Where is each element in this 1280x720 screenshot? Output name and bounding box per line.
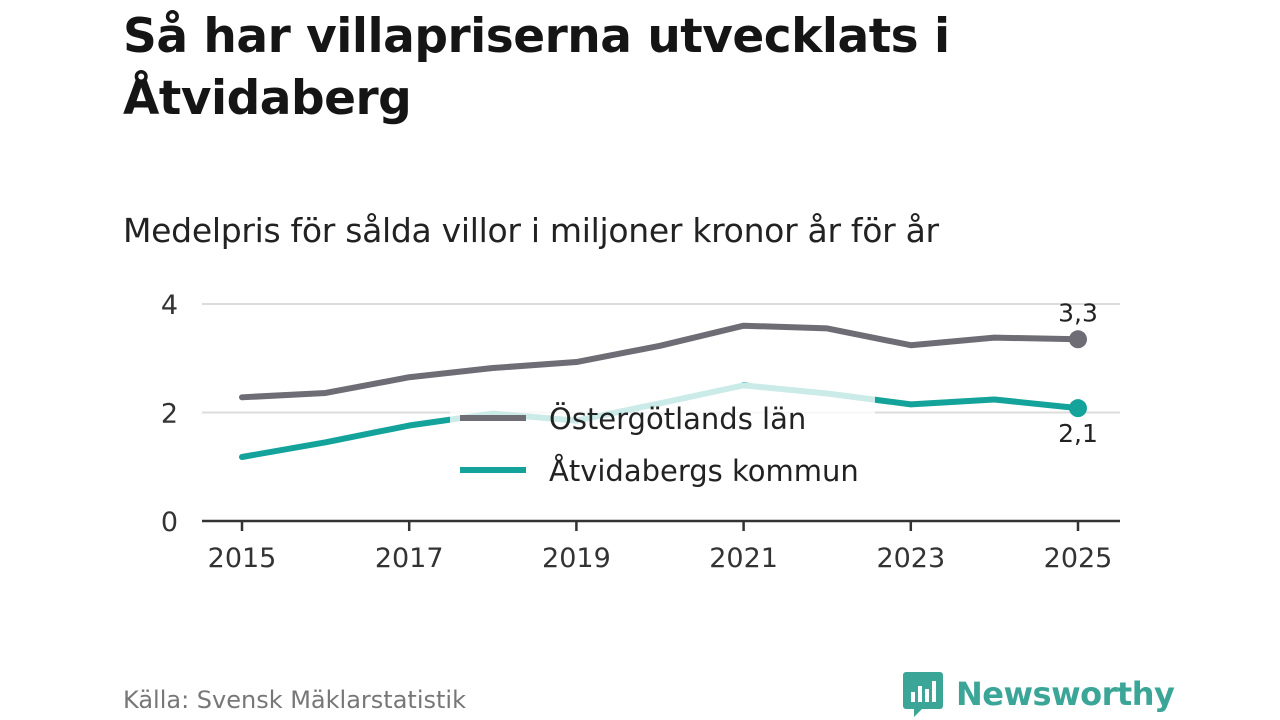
end-label-ostergotlands-lan: 3,3	[1058, 298, 1098, 327]
chart-title: Så har villapriserna utvecklats i Åtvida…	[123, 9, 950, 126]
legend-label-atvidabergs-kommun: Åtvidabergs kommun	[549, 454, 859, 488]
y-tick-label-4: 4	[161, 290, 178, 321]
chart-bars-icon	[903, 672, 943, 717]
end-labels: 3,3 2,1	[1058, 298, 1098, 448]
y-tick-label-2: 2	[161, 399, 178, 430]
x-tick-label-2021: 2021	[709, 543, 778, 574]
brand-logo: Newsworthy	[902, 670, 1175, 718]
legend: Östergötlands län Åtvidabergs kommun	[450, 383, 875, 503]
data-point-kommun-2025	[1069, 399, 1087, 418]
legend-backdrop	[450, 383, 875, 503]
series-group-ostergotlands-lan	[239, 322, 1087, 401]
series-line-ostergotlands-lan	[239, 322, 1081, 401]
chart-subtitle: Medelpris för sålda villor i miljoner kr…	[123, 211, 939, 250]
source-note: Källa: Svensk Mäklarstatistik	[123, 686, 466, 714]
line-chart: 0 2 4 2015 2017 2019 2021 2023 2025 Östergötland…	[161, 290, 1120, 574]
brand-name: Newsworthy	[956, 675, 1175, 713]
x-tick-label-2017: 2017	[375, 543, 444, 574]
x-tick-label-2015: 2015	[208, 543, 277, 574]
data-point-lan-2025	[1069, 330, 1087, 349]
x-tick-label-2023: 2023	[876, 543, 945, 574]
x-tick-label-2019: 2019	[542, 543, 611, 574]
legend-label-ostergotlands-lan: Östergötlands län	[549, 402, 806, 436]
x-tick-label-2025: 2025	[1044, 543, 1113, 574]
y-tick-label-0: 0	[161, 507, 178, 538]
end-label-atvidabergs-kommun: 2,1	[1058, 419, 1098, 448]
axes: 0 2 4 2015 2017 2019 2021 2023 2025	[161, 290, 1120, 574]
